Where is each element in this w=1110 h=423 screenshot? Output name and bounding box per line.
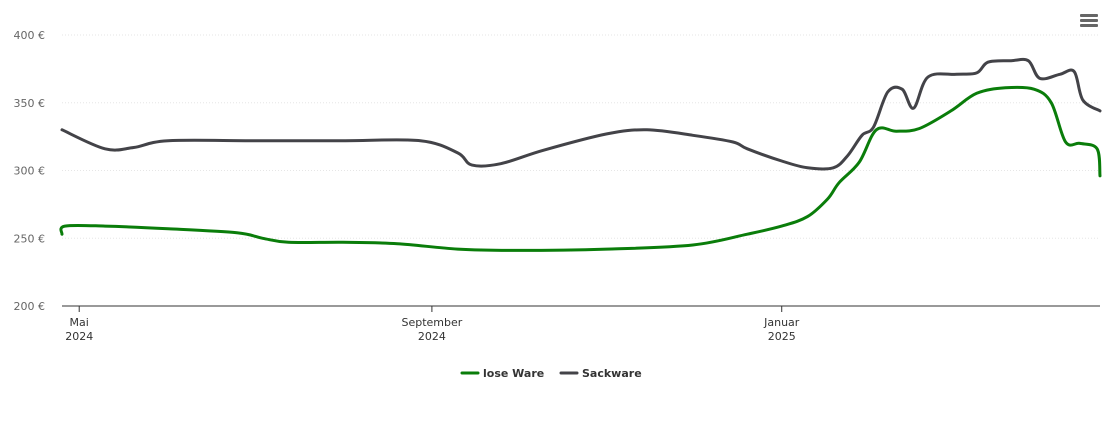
- series-line-lose-ware[interactable]: [59, 85, 1102, 252]
- y-tick-label: 350 €: [14, 97, 46, 110]
- grid-lines: [62, 34, 1100, 239]
- legend[interactable]: lose Ware Sackware: [460, 367, 642, 380]
- legend-label: Sackware: [582, 367, 642, 380]
- x-tick-label: Mai: [70, 316, 89, 329]
- y-tick-label: 200 €: [14, 300, 46, 313]
- x-tick-label-year: 2024: [418, 330, 446, 343]
- x-tick-label-year: 2024: [65, 330, 93, 343]
- y-tick-label: 400 €: [14, 29, 46, 42]
- x-tick-label: Januar: [763, 316, 800, 329]
- y-axis: 200 € 250 € 300 € 350 € 400 €: [14, 29, 46, 313]
- series-line-sackware[interactable]: [60, 57, 1102, 171]
- y-tick-label: 300 €: [14, 165, 46, 178]
- legend-item[interactable]: lose Ware: [460, 367, 544, 380]
- x-tick-label: September: [401, 316, 462, 329]
- legend-label: lose Ware: [483, 367, 544, 380]
- y-tick-label: 250 €: [14, 232, 46, 245]
- hamburger-menu-icon[interactable]: [1078, 12, 1100, 32]
- x-tick-label-year: 2025: [768, 330, 796, 343]
- legend-item[interactable]: Sackware: [559, 367, 642, 380]
- series-group: [59, 57, 1102, 252]
